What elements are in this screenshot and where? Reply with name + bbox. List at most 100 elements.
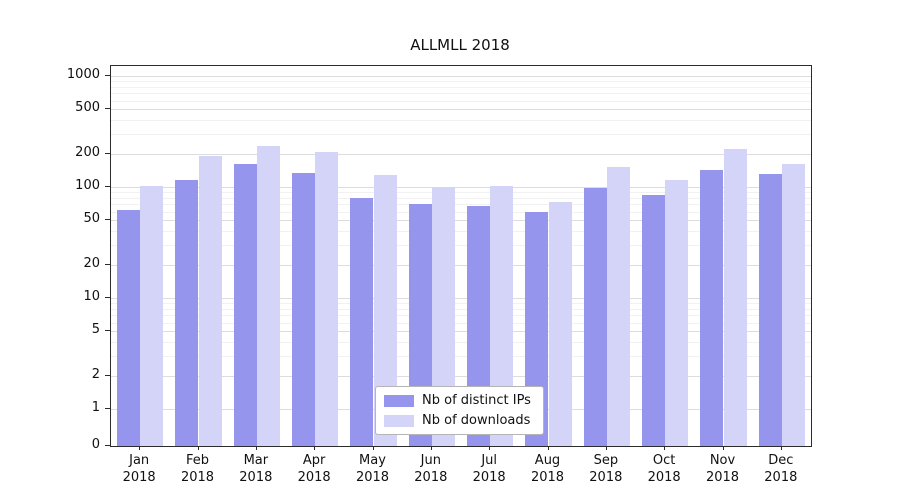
minor-gridline (111, 211, 811, 213)
bar-downloads (490, 185, 514, 446)
x-axis-tick-mark (139, 446, 141, 450)
x-axis-tick-mark (255, 446, 257, 450)
plot-area (110, 65, 812, 447)
minor-gridline (111, 356, 811, 358)
major-gridline (111, 109, 811, 111)
legend: Nb of distinct IPs Nb of downloads (375, 386, 544, 435)
x-axis-tick-label: Jan 2018 (122, 453, 156, 485)
y-axis-tick-mark (105, 219, 110, 221)
x-axis-tick-label: May 2018 (355, 453, 390, 485)
bar-distinct-ips (583, 188, 607, 446)
y-axis-tick-mark (105, 330, 110, 332)
y-axis-tick-mark (105, 297, 110, 298)
minor-gridline (111, 245, 811, 247)
bar-downloads (431, 187, 456, 446)
minor-gridline (111, 342, 811, 344)
y-axis-tick-mark (105, 186, 110, 187)
x-axis-tick-label: Jun 2018 (414, 453, 448, 485)
minor-gridline (111, 134, 811, 136)
x-axis-tick-mark (547, 446, 549, 450)
bar-downloads (548, 201, 572, 446)
y-axis-tick-mark (105, 408, 110, 409)
x-axis-tick-mark (372, 446, 374, 450)
y-axis-tick-label: 50 (83, 211, 100, 227)
minor-gridline (111, 303, 811, 305)
y-axis-tick-mark (105, 445, 110, 446)
x-axis-tick-label: Jul 2018 (472, 453, 506, 485)
bar-distinct-ips (116, 210, 141, 446)
legend-label: Nb of distinct IPs (422, 393, 531, 408)
minor-gridline (111, 197, 811, 199)
y-axis-tick-label: 500 (75, 100, 100, 116)
x-axis-tick-label: Dec 2018 (764, 453, 798, 485)
minor-gridline (111, 120, 811, 122)
y-axis-tick-label: 0 (91, 437, 100, 452)
legend-swatch (384, 414, 414, 427)
x-axis-tick-label: Feb 2018 (180, 453, 215, 485)
chart-title: ALLMLL 2018 (410, 36, 510, 54)
x-axis-tick-label: Sep 2018 (589, 453, 623, 485)
minor-gridline (111, 204, 811, 206)
major-gridline (111, 187, 811, 188)
y-axis-tick-label: 2 (91, 366, 100, 382)
major-gridline (111, 264, 811, 266)
minor-gridline (111, 308, 811, 310)
major-gridline (111, 331, 811, 333)
y-axis-tick-label: 5 (91, 322, 100, 338)
major-gridline (111, 220, 811, 222)
bar-distinct-ips (641, 194, 666, 446)
x-axis-tick-mark (489, 446, 491, 450)
y-axis-tick-mark (105, 263, 110, 265)
y-axis-tick-label: 1000 (66, 67, 100, 82)
y-axis-tick-label: 200 (75, 144, 100, 160)
bar-distinct-ips (350, 197, 374, 446)
x-axis-tick-mark (664, 446, 666, 450)
major-gridline (111, 76, 811, 77)
bar-downloads (256, 145, 281, 446)
bar-distinct-ips (700, 169, 724, 446)
legend-item: Nb of distinct IPs (384, 393, 531, 408)
bar-distinct-ips (758, 173, 782, 446)
major-gridline (111, 298, 811, 299)
x-axis-tick-mark (722, 446, 724, 450)
x-axis-tick-mark (197, 446, 199, 450)
y-axis-tick-mark (105, 152, 110, 154)
legend-label: Nb of downloads (422, 413, 531, 428)
minor-gridline (111, 315, 811, 317)
bar-distinct-ips (233, 164, 257, 446)
minor-gridline (111, 192, 811, 194)
minor-gridline (111, 81, 811, 83)
x-axis-tick-label: Oct 2018 (647, 453, 681, 485)
bar-distinct-ips (175, 180, 199, 446)
bar-downloads (373, 175, 397, 446)
y-axis-tick-mark (105, 75, 110, 76)
y-axis-tick-label: 20 (83, 255, 100, 271)
bar-downloads (723, 149, 747, 446)
y-axis-tick-label: 1 (91, 400, 100, 415)
x-axis-tick-label: Aug 2018 (530, 453, 565, 485)
y-axis-tick-label: 10 (83, 289, 100, 304)
bar-distinct-ips (291, 172, 316, 446)
minor-gridline (111, 86, 811, 88)
x-axis-tick-mark (780, 446, 782, 450)
x-axis-tick-label: Apr 2018 (297, 453, 331, 485)
bar-distinct-ips (408, 204, 432, 446)
minor-gridline (111, 93, 811, 95)
y-axis-tick-label: 100 (75, 178, 100, 193)
bar-downloads (198, 155, 222, 446)
legend-swatch (384, 394, 414, 407)
minor-gridline (111, 100, 811, 102)
bar-downloads (140, 185, 164, 446)
y-axis-tick-mark (105, 108, 110, 110)
x-axis-tick-label: Nov 2018 (705, 453, 740, 485)
bar-downloads (315, 152, 339, 446)
x-axis-tick-mark (314, 446, 316, 450)
bar-downloads (665, 180, 689, 446)
x-axis-tick-mark (430, 446, 432, 450)
bar-downloads (781, 164, 806, 446)
y-axis-tick-mark (105, 374, 110, 376)
major-gridline (111, 375, 811, 377)
major-gridline (111, 153, 811, 155)
x-axis-tick-label: Mar 2018 (239, 453, 273, 485)
